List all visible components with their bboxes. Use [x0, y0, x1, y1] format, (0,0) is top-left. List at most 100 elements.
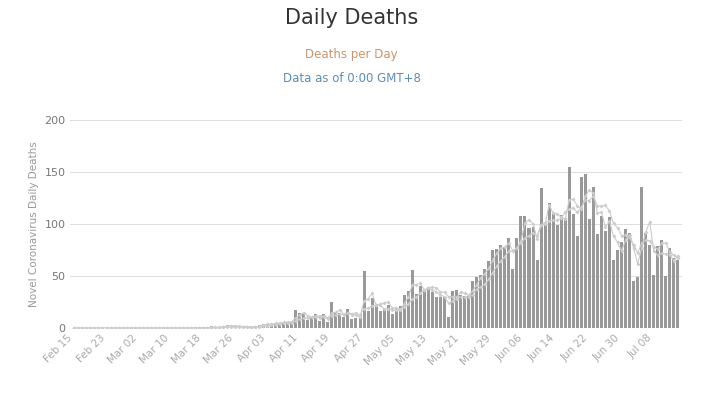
Bar	[435, 297, 438, 328]
Bar	[463, 296, 466, 328]
Bar	[648, 245, 651, 328]
Bar	[669, 248, 671, 328]
Bar	[608, 217, 611, 328]
Bar	[318, 321, 321, 328]
Bar	[644, 233, 647, 328]
Bar	[491, 250, 494, 328]
Bar	[451, 290, 454, 328]
Bar	[387, 305, 389, 328]
Bar	[580, 177, 583, 328]
Bar	[636, 277, 639, 328]
Bar	[499, 245, 503, 328]
Bar	[415, 294, 418, 328]
Bar	[520, 216, 522, 328]
Bar	[419, 286, 422, 328]
Bar	[266, 324, 269, 328]
Bar	[366, 311, 370, 328]
Bar	[455, 290, 458, 328]
Bar	[258, 325, 261, 328]
Bar	[511, 269, 515, 328]
Bar	[407, 290, 410, 328]
Bar	[322, 314, 325, 328]
Bar	[664, 276, 667, 328]
Bar	[307, 320, 309, 328]
Bar	[515, 238, 518, 328]
Bar	[628, 233, 631, 328]
Bar	[560, 215, 562, 328]
Bar	[209, 326, 212, 328]
Bar	[314, 314, 317, 328]
Bar	[624, 229, 627, 328]
Bar	[652, 275, 655, 328]
Bar	[302, 314, 305, 328]
Bar	[612, 260, 615, 328]
Bar	[616, 250, 619, 328]
Bar	[496, 249, 498, 328]
Bar	[226, 325, 228, 328]
Bar	[221, 326, 225, 328]
Bar	[254, 326, 257, 328]
Bar	[536, 260, 538, 328]
Bar	[359, 314, 361, 328]
Bar	[531, 227, 534, 328]
Bar	[459, 295, 462, 328]
Bar	[198, 327, 200, 328]
Bar	[592, 186, 595, 328]
Bar	[443, 297, 446, 328]
Bar	[294, 310, 297, 328]
Bar	[543, 224, 547, 328]
Bar	[479, 275, 482, 328]
Bar	[330, 302, 333, 328]
Bar	[508, 238, 510, 328]
Bar	[527, 228, 531, 328]
Bar	[399, 306, 401, 328]
Bar	[548, 203, 550, 328]
Bar	[411, 270, 414, 328]
Bar	[370, 298, 373, 328]
Bar	[657, 246, 659, 328]
Bar	[423, 290, 426, 328]
Bar	[583, 174, 587, 328]
Bar	[278, 323, 281, 328]
Bar	[471, 281, 475, 328]
Bar	[604, 231, 607, 328]
Bar	[524, 216, 527, 328]
Bar	[391, 314, 394, 328]
Bar	[427, 288, 430, 328]
Bar	[326, 322, 329, 328]
Bar	[660, 240, 664, 328]
Bar	[475, 277, 478, 328]
Bar	[354, 318, 358, 328]
Text: Deaths per Day: Deaths per Day	[305, 48, 398, 61]
Bar	[588, 219, 591, 328]
Bar	[503, 247, 506, 328]
Bar	[483, 269, 486, 328]
Bar	[375, 306, 378, 328]
Bar	[564, 218, 567, 328]
Bar	[338, 314, 342, 328]
Bar	[487, 262, 490, 328]
Bar	[270, 324, 273, 328]
Bar	[274, 323, 277, 328]
Bar	[540, 188, 543, 328]
Bar	[363, 271, 366, 328]
Bar	[672, 258, 676, 328]
Bar	[439, 297, 442, 328]
Bar	[262, 324, 265, 328]
Bar	[676, 260, 679, 328]
Text: Daily Deaths: Daily Deaths	[285, 8, 418, 28]
Bar	[620, 242, 623, 328]
Bar	[600, 216, 603, 328]
Bar	[379, 311, 382, 328]
Bar	[290, 322, 293, 328]
Bar	[632, 281, 635, 328]
Bar	[394, 310, 398, 328]
Bar	[467, 296, 470, 328]
Bar	[447, 316, 450, 328]
Bar	[568, 167, 571, 328]
Bar	[347, 309, 349, 328]
Bar	[403, 295, 406, 328]
Bar	[286, 322, 289, 328]
Bar	[576, 236, 579, 328]
Bar	[382, 309, 386, 328]
